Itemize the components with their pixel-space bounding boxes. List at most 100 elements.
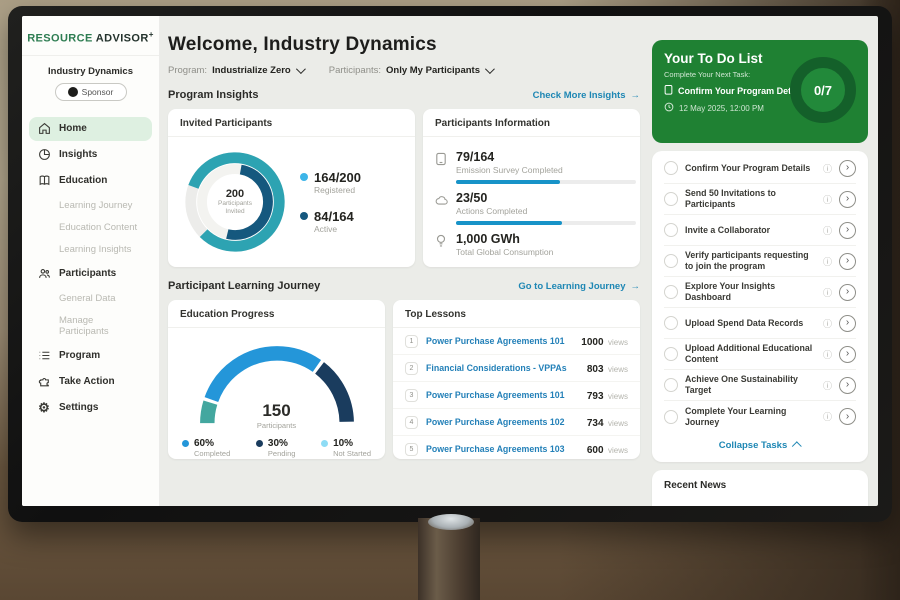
consumption-label: Total Global Consumption	[456, 247, 554, 257]
rank-badge: 5	[405, 442, 418, 456]
views-suffix: views	[607, 338, 628, 347]
chevron-right-icon[interactable]: ›	[839, 345, 856, 363]
sidebar-item-learning-journey[interactable]: Learning Journey	[59, 199, 133, 211]
sponsor-icon	[67, 86, 78, 97]
views-suffix: views	[607, 392, 628, 401]
sidebar-item-participants[interactable]: Participants	[29, 262, 152, 286]
info-icon: ⓘ	[822, 225, 832, 236]
legend-registered: 164/200 Registered	[300, 170, 361, 195]
gauge-svg	[199, 346, 354, 424]
chevron-right-icon[interactable]: ›	[839, 190, 856, 208]
lightbulb-icon	[435, 232, 448, 257]
donut-svg	[185, 152, 285, 252]
stat-actions: 23/50 Actions Completed	[435, 191, 636, 225]
task-row-achieve-target[interactable]: Achieve One Sustainability Target ⓘ ›	[664, 370, 856, 401]
lesson-title: Financial Considerations - VPPAs	[426, 363, 567, 373]
task-row-explore-insights[interactable]: Explore Your Insights Dashboard ⓘ ›	[664, 277, 856, 308]
lesson-row[interactable]: 3 Power Purchase Agreements 101 793 view…	[393, 382, 640, 409]
recent-news-card: Recent News	[652, 470, 868, 506]
actions-value: 23/50	[456, 191, 488, 205]
task-row-verify-participants[interactable]: Verify participants requesting to join t…	[664, 246, 856, 277]
program-dropdown[interactable]: Program: Industrialize Zero	[168, 64, 306, 76]
task-row-complete-learning-journey[interactable]: Complete Your Learning Journey ⓘ ›	[664, 401, 856, 432]
task-label: Explore Your Insights Dashboard	[685, 281, 776, 302]
chevron-right-icon[interactable]: ›	[839, 252, 856, 270]
task-row-upload-educational-content[interactable]: Upload Additional Educational Content ⓘ …	[664, 339, 856, 370]
checkbox-icon[interactable]	[664, 254, 678, 268]
checkbox-icon[interactable]	[664, 192, 678, 206]
chevron-right-icon[interactable]: ›	[839, 376, 856, 394]
check-more-insights-link[interactable]: Check More Insights →	[533, 90, 640, 101]
page-title: Welcome, Industry Dynamics	[168, 34, 437, 55]
participants-dropdown[interactable]: Participants: Only My Participants	[329, 64, 495, 76]
sidebar-item-take-action[interactable]: Take Action	[29, 370, 152, 394]
sidebar-item-label: Education	[59, 175, 108, 187]
sidebar-item-manage-participants[interactable]: Manage Participants	[59, 314, 109, 337]
due-date-label: 12 May 2025, 12:00 PM	[679, 103, 764, 113]
arrow-right-icon: →	[630, 89, 641, 101]
task-row-confirm-program[interactable]: Confirm Your Program Details ⓘ ›	[664, 153, 856, 184]
chevron-right-icon[interactable]: ›	[839, 159, 856, 177]
survey-icon	[435, 150, 448, 184]
todo-panel: Your To Do List Complete Your Next Task:…	[652, 40, 868, 506]
gear-icon: ⚙	[38, 400, 50, 416]
lesson-row[interactable]: 2 Financial Considerations - VPPAs 803 v…	[393, 355, 640, 382]
checkbox-icon[interactable]	[664, 409, 678, 424]
task-label: Achieve One Sustainability Target	[685, 374, 798, 395]
donut-center-text: 200 Participants Invited	[176, 143, 294, 261]
sidebar-item-general-data[interactable]: General Data	[59, 292, 116, 304]
checkbox-icon[interactable]	[664, 316, 678, 330]
legend-active: 84/164 Active	[300, 209, 361, 234]
checkbox-icon[interactable]	[664, 161, 678, 175]
invited-count-label2: Invited	[225, 208, 245, 215]
lesson-title: Power Purchase Agreements 103	[426, 444, 565, 454]
info-icon: ⓘ	[822, 287, 832, 298]
education-progress-card: Education Progress 150 Participants	[168, 300, 385, 459]
sidebar-item-home[interactable]: Home	[29, 116, 152, 141]
task-row-invite-collaborator[interactable]: Invite a Collaborator ⓘ ›	[664, 215, 856, 246]
lesson-row[interactable]: 5 Power Purchase Agreements 103 600 view…	[393, 436, 640, 462]
sidebar-item-program[interactable]: Program	[29, 344, 152, 368]
checkbox-icon[interactable]	[664, 285, 678, 299]
chevron-right-icon[interactable]: ›	[839, 283, 856, 301]
completed-dot-icon	[182, 440, 189, 447]
invited-count: 200	[225, 187, 245, 200]
task-label: Upload Spend Data Records	[685, 317, 804, 328]
checkbox-icon[interactable]	[664, 347, 678, 361]
views-suffix: views	[607, 365, 628, 374]
sidebar-item-education-content[interactable]: Education Content	[59, 221, 138, 233]
completed-value: 60%	[194, 438, 215, 449]
card-title: Invited Participants	[168, 109, 415, 137]
task-label: Confirm Your Program Details	[685, 162, 811, 173]
rank-badge: 1	[405, 334, 418, 348]
task-row-upload-spend-data[interactable]: Upload Spend Data Records ⓘ ›	[664, 308, 856, 339]
info-icon: ⓘ	[822, 256, 832, 267]
sponsor-badge[interactable]: Sponsor	[54, 82, 127, 101]
checkbox-icon[interactable]	[664, 223, 678, 237]
todo-tasks-card: Confirm Your Program Details ⓘ › Send 50…	[652, 151, 868, 462]
emission-survey-label: Emission Survey Completed	[456, 165, 563, 175]
lesson-row[interactable]: 1 Power Purchase Agreements 101 1000 vie…	[393, 328, 640, 355]
info-body: 79/164 Emission Survey Completed 23/50 A…	[423, 137, 640, 263]
checkbox-icon[interactable]	[664, 378, 678, 392]
rank-badge: 2	[405, 361, 418, 375]
go-to-learning-journey-link[interactable]: Go to Learning Journey →	[518, 281, 640, 292]
sidebar-item-label: Take Action	[59, 376, 115, 388]
main-content: Welcome, Industry Dynamics Program: Indu…	[168, 34, 640, 459]
collapse-tasks-link[interactable]: Collapse Tasks	[664, 432, 856, 460]
clipboard-icon	[664, 84, 673, 97]
completed-label: Completed	[194, 449, 231, 458]
home-icon	[37, 122, 51, 136]
task-row-send-invitations[interactable]: Send 50 Invitations to Participants ⓘ ›	[664, 184, 856, 215]
lesson-row[interactable]: 4 Power Purchase Agreements 102 734 view…	[393, 409, 640, 436]
sidebar-item-learning-insights[interactable]: Learning Insights	[59, 243, 132, 255]
sidebar-item-insights[interactable]: Insights	[29, 143, 152, 167]
chevron-right-icon[interactable]: ›	[839, 408, 856, 425]
actions-label: Actions Completed	[456, 206, 528, 216]
sidebar-item-settings[interactable]: ⚙ Settings	[29, 396, 152, 420]
learning-cards-row: Education Progress 150 Participants	[168, 300, 640, 459]
chevron-right-icon[interactable]: ›	[839, 314, 856, 332]
chevron-right-icon[interactable]: ›	[839, 221, 856, 239]
sidebar-item-education[interactable]: Education	[29, 169, 152, 193]
views-suffix: views	[607, 446, 628, 455]
